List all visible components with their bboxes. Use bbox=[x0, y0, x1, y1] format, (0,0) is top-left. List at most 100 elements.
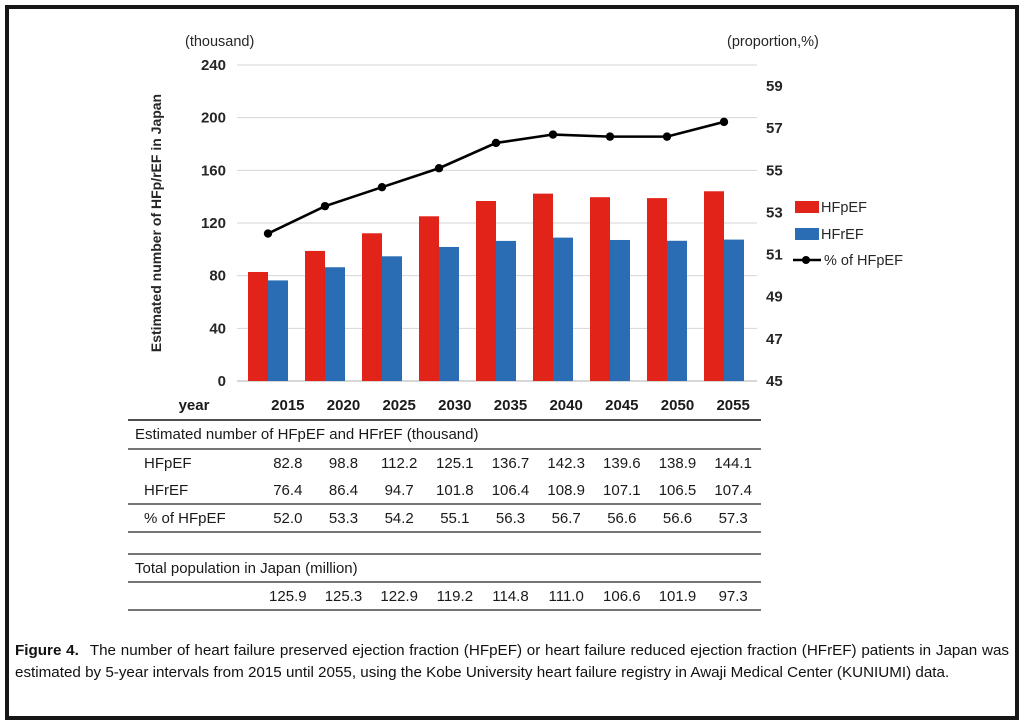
bar-hfpef-2050 bbox=[647, 198, 667, 381]
bar-hfpef-2015 bbox=[248, 271, 268, 381]
figure-caption: Figure 4. The number of heart failure pre… bbox=[15, 640, 1009, 683]
left-axis-title: Estimated number of HFp/rEF in Japan bbox=[148, 94, 164, 352]
value-cell: 101.8 bbox=[436, 481, 474, 499]
right-axis-tick-label: 53 bbox=[766, 204, 783, 221]
pct-hfpef-marker-2015 bbox=[263, 229, 273, 238]
row-label-cell: % of HFpEF bbox=[144, 509, 226, 527]
year-cell: 2025 bbox=[382, 397, 416, 414]
value-cell: 111.0 bbox=[548, 587, 584, 605]
value-cell: 94.7 bbox=[384, 481, 414, 499]
value-cell: 136.7 bbox=[491, 455, 530, 472]
legend-line-marker bbox=[802, 256, 810, 264]
value-cell: 101.9 bbox=[658, 587, 697, 605]
value-cell: 139.6 bbox=[603, 455, 641, 472]
table-row: Total population in Japan (million) bbox=[128, 555, 761, 583]
left-axis-tick-label: 240 bbox=[201, 57, 226, 74]
pct-hfpef-marker-2020 bbox=[320, 201, 330, 211]
right-axis-tick-label: 51 bbox=[766, 247, 783, 264]
value-cell: 56.7 bbox=[551, 509, 581, 527]
pct-hfpef-marker-2050 bbox=[662, 132, 672, 141]
bar-hfpef-2045 bbox=[590, 197, 610, 381]
value-cell: 52.0 bbox=[273, 509, 303, 527]
bar-hfref-2030 bbox=[439, 246, 459, 381]
value-cell: 56.3 bbox=[495, 509, 526, 527]
pct-hfpef-marker-2045 bbox=[605, 132, 615, 141]
bar-hfref-2025 bbox=[382, 256, 402, 381]
year-cell: 2035 bbox=[493, 397, 528, 414]
pct-hfpef-marker-2030 bbox=[434, 164, 444, 173]
row-label-cell: HFrEF bbox=[144, 481, 189, 499]
pct-hfpef-marker-2035 bbox=[491, 138, 501, 148]
value-cell: 142.3 bbox=[547, 455, 585, 472]
bar-hfpef-2030 bbox=[419, 216, 439, 381]
bar-hfpef-2055 bbox=[704, 191, 724, 381]
section-title-cell: Total population in Japan (million) bbox=[135, 559, 358, 577]
bar-hfref-2045 bbox=[610, 239, 630, 381]
value-cell: 106.4 bbox=[491, 481, 530, 499]
year-cell: 2050 bbox=[660, 397, 695, 414]
right-axis-tick-label: 55 bbox=[766, 162, 783, 179]
bar-hfref-2055 bbox=[724, 239, 744, 381]
bar-hfref-2040 bbox=[553, 237, 573, 381]
right-axis-tick-label: 49 bbox=[766, 289, 783, 306]
combo-chart: (thousand) (proportion,%) 0 40 80 120 160 200 24… bbox=[148, 34, 903, 390]
table-row: HFpEF 82.8 98.8 112.2 125.1 136.7 142.3 139.6 13… bbox=[128, 450, 761, 477]
data-table: year 2015 2020 2025 2030 2035 2040 2045 2050 2055… bbox=[128, 392, 761, 611]
year-cell: 2040 bbox=[549, 397, 583, 414]
table-row: HFrEF 76.4 86.4 94.7 101.8 106.4 108.9 107.1 106… bbox=[128, 477, 761, 505]
value-cell: 144.1 bbox=[714, 455, 752, 472]
bar-hfref-2035 bbox=[496, 240, 516, 381]
value-cell: 125.1 bbox=[436, 455, 474, 472]
left-axis-tick-label: 160 bbox=[201, 162, 226, 179]
value-cell: 57.3 bbox=[718, 509, 748, 527]
value-cell: 114.8 bbox=[492, 587, 529, 605]
value-cell: 107.1 bbox=[603, 481, 641, 499]
year-cell: 2055 bbox=[716, 397, 750, 414]
year-header-cell: year bbox=[178, 397, 210, 414]
value-cell: 112.2 bbox=[380, 455, 418, 472]
left-axis-tick-label: 40 bbox=[209, 320, 226, 337]
pct-hfpef-marker-2040 bbox=[548, 130, 558, 139]
figure-caption-text: The number of heart failure preserved ej… bbox=[15, 642, 1009, 681]
left-axis-tick-label: 120 bbox=[201, 215, 226, 232]
value-cell: 98.8 bbox=[328, 455, 359, 472]
right-axis-tick-label: 45 bbox=[766, 373, 783, 390]
year-cell: 2015 bbox=[271, 397, 305, 414]
value-cell: 55.1 bbox=[440, 509, 470, 527]
figure-caption-label: Figure 4. bbox=[15, 642, 79, 659]
value-cell: 108.9 bbox=[547, 481, 585, 499]
left-axis-unit-label: (thousand) bbox=[185, 34, 254, 50]
row-label-cell: HFpEF bbox=[144, 455, 192, 472]
pct-hfpef-marker-2025 bbox=[377, 182, 387, 192]
bar-hfpef-2040 bbox=[533, 193, 553, 381]
pct-hfpef-marker-2055 bbox=[719, 117, 729, 127]
bar-hfpef-2020 bbox=[305, 250, 325, 381]
value-cell: 82.8 bbox=[273, 455, 303, 472]
value-cell: 122.9 bbox=[380, 587, 418, 605]
value-cell: 107.4 bbox=[714, 481, 752, 499]
value-cell: 106.6 bbox=[603, 587, 641, 605]
legend-label: % of HFpEF bbox=[824, 253, 903, 269]
table-row: Estimated number of HFpEF and HFrEF (tho… bbox=[128, 421, 761, 450]
bar-hfpef-2035 bbox=[476, 201, 496, 381]
bar-hfpef-2025 bbox=[362, 233, 382, 381]
value-cell: 125.3 bbox=[324, 587, 363, 605]
legend-label: HFrEF bbox=[821, 227, 864, 243]
right-axis-tick-label: 59 bbox=[766, 78, 783, 95]
year-cell: 2020 bbox=[326, 397, 361, 414]
year-cell: 2030 bbox=[438, 397, 472, 414]
table-row: % of HFpEF 52.0 53.3 54.2 55.1 56.3 56.7 56.6 56… bbox=[128, 505, 761, 533]
value-cell: 56.6 bbox=[607, 509, 637, 527]
value-cell: 56.6 bbox=[662, 509, 693, 527]
bar-hfref-2015 bbox=[268, 280, 288, 381]
legend-label: HFpEF bbox=[821, 200, 867, 216]
value-cell: 76.4 bbox=[273, 481, 303, 499]
right-axis-tick-label: 57 bbox=[766, 120, 783, 137]
table-row bbox=[128, 533, 761, 555]
value-cell: 86.4 bbox=[328, 481, 359, 499]
value-cell: 125.9 bbox=[269, 587, 307, 605]
left-axis-tick-label: 0 bbox=[218, 373, 226, 390]
left-axis-tick-label: 200 bbox=[201, 110, 226, 127]
right-axis-unit-label: (proportion,%) bbox=[727, 34, 819, 50]
